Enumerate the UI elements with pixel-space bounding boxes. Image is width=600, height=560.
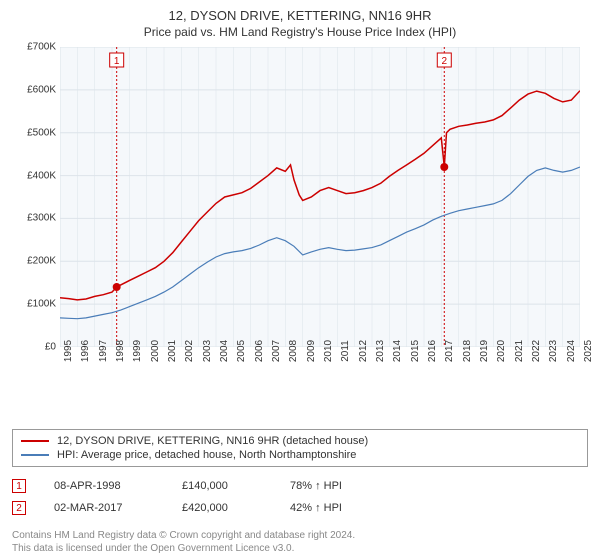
transaction-date: 08-APR-1998: [54, 480, 154, 492]
chart-title: 12, DYSON DRIVE, KETTERING, NN16 9HR: [12, 8, 588, 23]
x-tick-label: 1998: [115, 340, 126, 362]
svg-text:2: 2: [441, 56, 447, 67]
x-tick-label: 2003: [202, 340, 213, 362]
x-tick-label: 2004: [219, 340, 230, 362]
x-tick-label: 2010: [323, 340, 334, 362]
transaction-row: 2 02-MAR-2017 £420,000 42% ↑ HPI: [12, 497, 588, 519]
x-tick-label: 1996: [80, 340, 91, 362]
y-tick-label: £700K: [27, 42, 56, 53]
y-axis: £0£100K£200K£300K£400K£500K£600K£700K: [12, 47, 60, 347]
x-tick-label: 2019: [479, 340, 490, 362]
legend-swatch-hpi: [21, 454, 49, 456]
y-tick-label: £600K: [27, 84, 56, 95]
x-tick-label: 2024: [566, 340, 577, 362]
transaction-marker-1: 1: [12, 479, 26, 493]
y-tick-label: £100K: [27, 299, 56, 310]
y-tick-label: £400K: [27, 170, 56, 181]
x-tick-label: 2008: [288, 340, 299, 362]
plot-svg: 12: [60, 47, 580, 347]
x-tick-label: 2020: [496, 340, 507, 362]
x-tick-label: 2017: [444, 340, 455, 362]
transaction-pct: 42% ↑ HPI: [290, 502, 342, 514]
x-axis: 1995199619971998199920002001200220032004…: [60, 347, 580, 387]
transaction-date: 02-MAR-2017: [54, 502, 154, 514]
x-tick-label: 2014: [392, 340, 403, 362]
x-tick-label: 1999: [132, 340, 143, 362]
legend-row-hpi: HPI: Average price, detached house, Nort…: [21, 448, 579, 462]
x-tick-label: 2018: [462, 340, 473, 362]
transactions-table: 1 08-APR-1998 £140,000 78% ↑ HPI 2 02-MA…: [12, 475, 588, 519]
y-tick-label: £0: [45, 342, 56, 353]
x-tick-label: 1997: [98, 340, 109, 362]
svg-text:1: 1: [114, 56, 120, 67]
x-tick-label: 1995: [63, 340, 74, 362]
plot-area: 12: [60, 47, 580, 347]
y-tick-label: £500K: [27, 127, 56, 138]
transaction-pct: 78% ↑ HPI: [290, 480, 342, 492]
footer-line-2: This data is licensed under the Open Gov…: [12, 542, 588, 555]
x-tick-label: 2005: [236, 340, 247, 362]
x-tick-label: 2013: [375, 340, 386, 362]
x-tick-label: 2023: [548, 340, 559, 362]
y-tick-label: £300K: [27, 213, 56, 224]
legend-label-hpi: HPI: Average price, detached house, Nort…: [57, 449, 356, 461]
x-tick-label: 2015: [410, 340, 421, 362]
legend-swatch-property: [21, 440, 49, 442]
transaction-price: £420,000: [182, 502, 262, 514]
transaction-row: 1 08-APR-1998 £140,000 78% ↑ HPI: [12, 475, 588, 497]
transaction-price: £140,000: [182, 480, 262, 492]
x-tick-label: 2025: [583, 340, 594, 362]
x-tick-label: 2016: [427, 340, 438, 362]
x-tick-label: 2021: [514, 340, 525, 362]
x-tick-label: 2011: [340, 340, 351, 362]
footer-attribution: Contains HM Land Registry data © Crown c…: [12, 529, 588, 555]
legend-row-property: 12, DYSON DRIVE, KETTERING, NN16 9HR (de…: [21, 434, 579, 448]
x-tick-label: 2006: [254, 340, 265, 362]
x-tick-label: 2007: [271, 340, 282, 362]
legend-box: 12, DYSON DRIVE, KETTERING, NN16 9HR (de…: [12, 429, 588, 467]
chart-area: £0£100K£200K£300K£400K£500K£600K£700K 12…: [12, 47, 588, 387]
x-tick-label: 2009: [306, 340, 317, 362]
x-tick-label: 2012: [358, 340, 369, 362]
x-tick-label: 2000: [150, 340, 161, 362]
x-tick-label: 2022: [531, 340, 542, 362]
y-tick-label: £200K: [27, 256, 56, 267]
x-tick-label: 2001: [167, 340, 178, 362]
chart-container: 12, DYSON DRIVE, KETTERING, NN16 9HR Pri…: [0, 0, 600, 560]
chart-subtitle: Price paid vs. HM Land Registry's House …: [12, 25, 588, 39]
legend-label-property: 12, DYSON DRIVE, KETTERING, NN16 9HR (de…: [57, 435, 368, 447]
footer-line-1: Contains HM Land Registry data © Crown c…: [12, 529, 588, 542]
x-tick-label: 2002: [184, 340, 195, 362]
transaction-marker-2: 2: [12, 501, 26, 515]
